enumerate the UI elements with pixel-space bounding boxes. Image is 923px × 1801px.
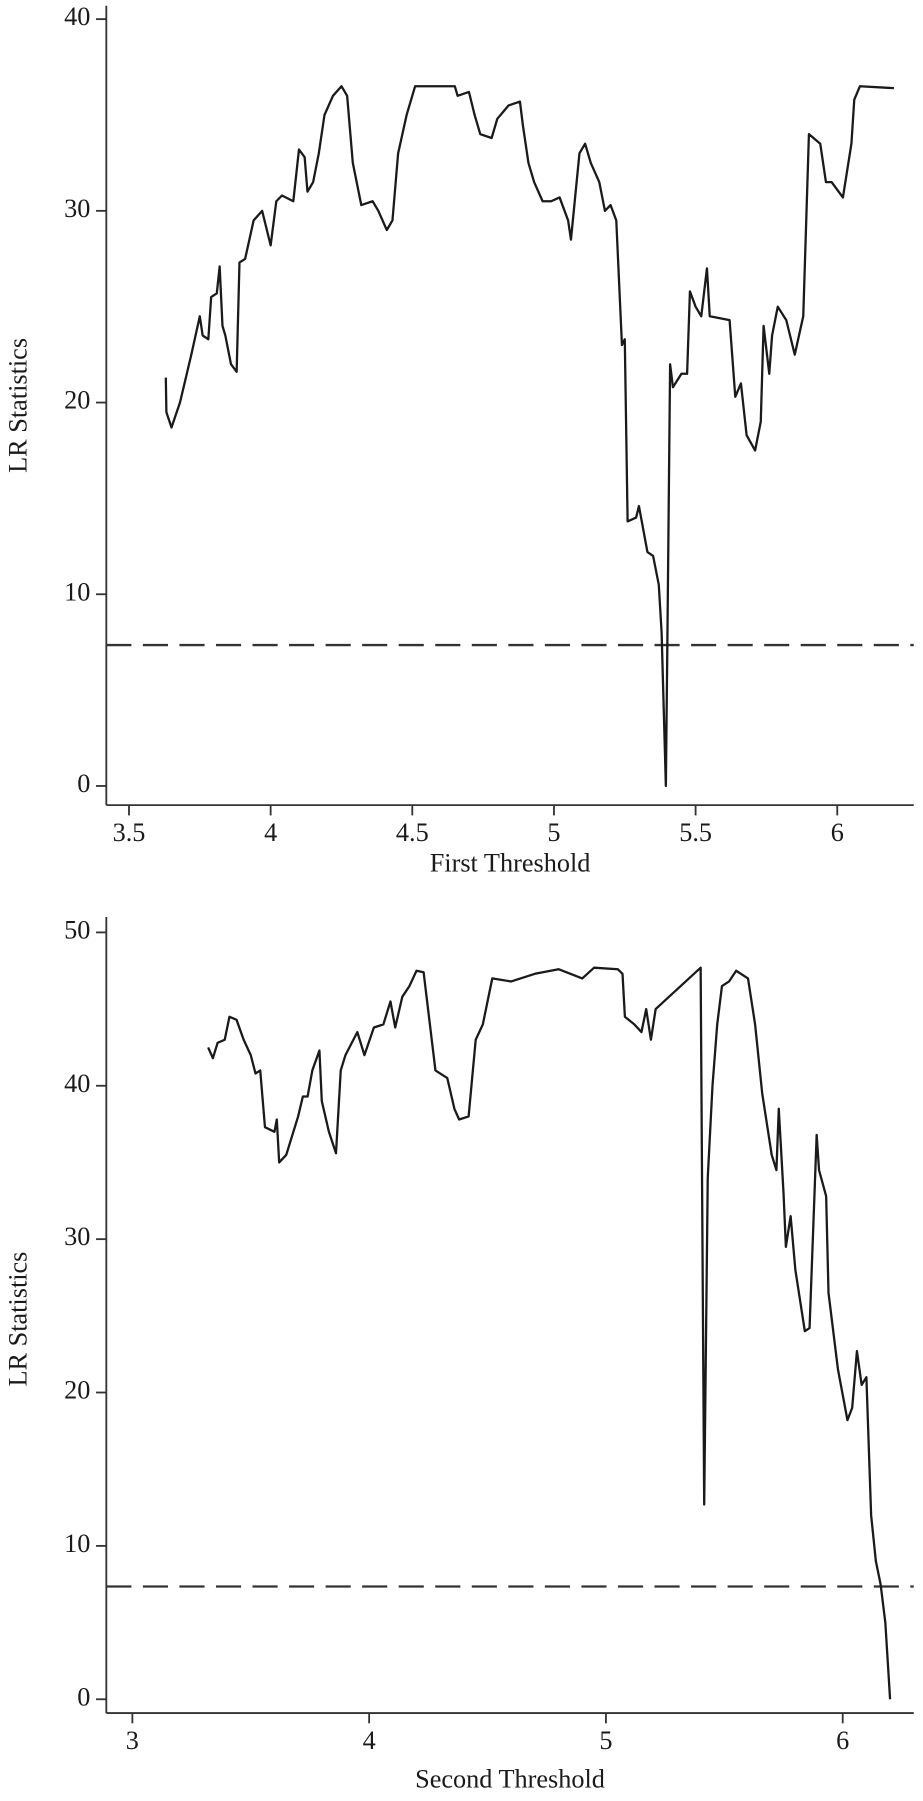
data-line <box>164 85 894 788</box>
x-axis-label: First Threshold <box>430 849 591 878</box>
x-tick-label: 5 <box>599 1726 612 1755</box>
y-tick-label: 50 <box>64 915 90 944</box>
y-tick-label: 10 <box>64 1529 90 1558</box>
y-tick-label: 0 <box>77 1682 90 1711</box>
y-tick-label: 20 <box>64 386 90 415</box>
y-axis-label: LR Statistics <box>4 338 33 473</box>
x-tick-label: 4.5 <box>396 818 429 847</box>
y-tick-label: 10 <box>64 577 90 606</box>
x-tick-label: 5 <box>547 818 560 847</box>
data-line <box>207 966 892 1700</box>
x-tick-label: 6 <box>836 1726 849 1755</box>
y-axis-label: LR Statistics <box>4 1252 33 1387</box>
x-tick-label: 6 <box>831 818 844 847</box>
x-tick-label: 5.5 <box>679 818 712 847</box>
y-tick-label: 0 <box>77 769 90 798</box>
y-tick-label: 30 <box>64 1222 90 1251</box>
y-tick-label: 40 <box>64 2 90 31</box>
x-tick-label: 4 <box>363 1726 376 1755</box>
y-tick-label: 20 <box>64 1376 90 1405</box>
x-tick-label: 3 <box>126 1726 139 1755</box>
y-tick-label: 30 <box>64 194 90 223</box>
y-tick-label: 40 <box>64 1069 90 1098</box>
x-axis-label: Second Threshold <box>415 1765 605 1794</box>
x-tick-label: 4 <box>264 818 277 847</box>
x-tick-label: 3.5 <box>113 818 146 847</box>
